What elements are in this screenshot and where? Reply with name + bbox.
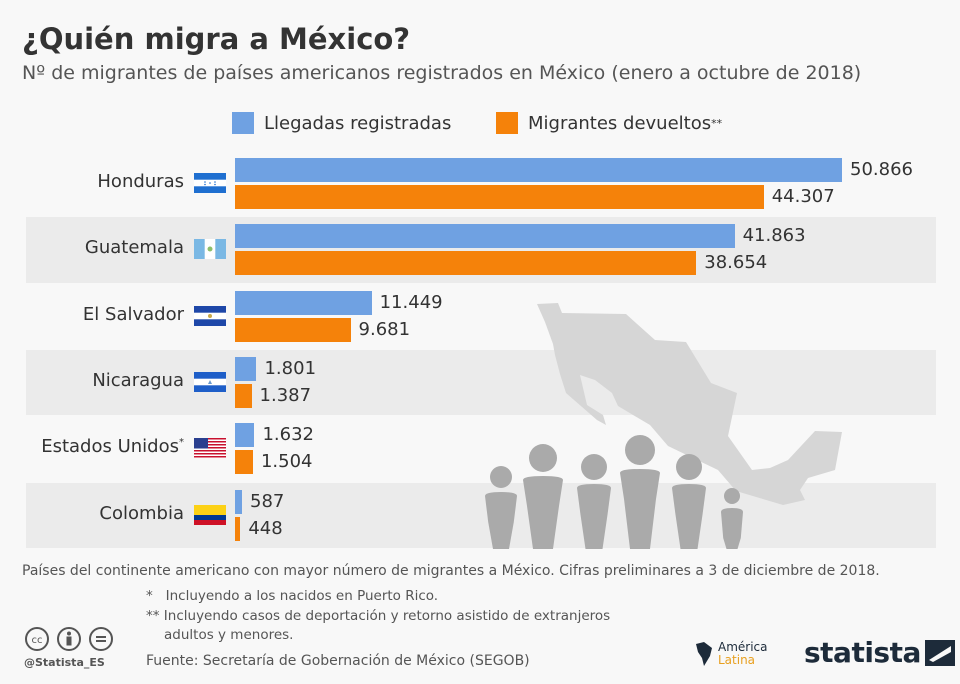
data-label: 1.504 — [260, 451, 313, 473]
category-name: Nicaragua — [92, 369, 184, 391]
footnote-2-cont: adultos y menores. — [164, 627, 294, 643]
category-label: Guatemala — [85, 237, 184, 258]
chart-title: ¿Quién migra a México? — [22, 22, 411, 56]
legend-mark: ** — [711, 116, 723, 130]
bar-devueltos — [235, 251, 697, 276]
cc-icon: cc — [25, 627, 49, 651]
bar-devueltos — [235, 516, 241, 541]
nicaragua-flag-icon — [194, 371, 226, 392]
south-america-icon — [696, 642, 712, 666]
people-silhouettes-icon — [485, 435, 743, 549]
category-name: Guatemala — [84, 237, 184, 259]
bar-llegadas — [235, 158, 842, 182]
legend-swatch-blue — [232, 112, 254, 134]
category-label: Nicaragua — [92, 370, 184, 391]
data-label: 41.863 — [742, 225, 806, 247]
bar-llegadas — [235, 423, 255, 448]
statista-logo[interactable]: statista — [804, 636, 955, 669]
bar-devueltos — [235, 185, 764, 209]
category-name: Colombia — [99, 502, 184, 524]
colombia-flag-icon — [194, 504, 226, 525]
el-salvador-flag-icon — [194, 305, 226, 326]
legend-item-llegadas: Llegadas registradas — [232, 112, 451, 134]
category-label: Colombia — [99, 503, 184, 524]
data-label: 1.801 — [264, 357, 317, 379]
source: Fuente: Secretaría de Gobernación de Méx… — [146, 653, 530, 669]
legend-label: Llegadas registradas — [264, 112, 452, 134]
footnote-mark: * — [146, 588, 153, 604]
bar-devueltos — [235, 383, 252, 408]
footnote-mark: ** — [146, 608, 160, 624]
data-label: 44.307 — [771, 186, 835, 207]
person-head — [529, 444, 557, 472]
person-body — [620, 469, 660, 549]
honduras-flag-icon — [194, 173, 226, 193]
legend-swatch-orange — [496, 112, 518, 134]
category-label: Honduras — [97, 171, 184, 192]
bar-devueltos — [235, 317, 351, 342]
bar-devueltos — [235, 450, 253, 475]
data-label: 587 — [250, 490, 285, 512]
data-label: 1.632 — [262, 424, 314, 446]
chart-subtitle: Nº de migrantes de países americanos reg… — [22, 62, 862, 84]
person-head — [724, 488, 740, 504]
footnote-1: * Incluyendo a los nacidos en Puerto Ric… — [146, 588, 438, 604]
person-body — [672, 484, 706, 549]
footnote-text: Incluyendo a los nacidos en Puerto Rico. — [165, 588, 439, 604]
logo-america: América — [718, 640, 768, 654]
guatemala-flag-icon — [194, 239, 226, 260]
data-label: 448 — [248, 517, 283, 539]
statista-mark-icon — [924, 639, 955, 666]
row-background — [26, 349, 936, 416]
person-head — [676, 454, 702, 480]
person-body — [485, 492, 517, 549]
svg-text:cc: cc — [32, 635, 43, 646]
bar-llegadas — [235, 489, 242, 514]
person-body — [721, 508, 743, 549]
legend-label: Migrantes devueltos — [528, 112, 712, 134]
person-body — [577, 484, 611, 549]
data-label: 9.681 — [358, 318, 411, 340]
no-derivatives-icon — [89, 627, 113, 651]
bar-llegadas — [235, 356, 257, 381]
category-label: El Salvador — [83, 304, 184, 325]
bar-llegadas — [235, 224, 735, 249]
bar-llegadas — [235, 290, 372, 315]
attribution-icon — [57, 627, 81, 651]
legend-item-devueltos: Migrantes devueltos ** — [496, 112, 722, 134]
category-label: Estados Unidos* — [41, 436, 184, 457]
data-label: 1.387 — [259, 384, 312, 406]
person-head — [490, 466, 512, 488]
logo-latina: Latina — [718, 653, 756, 667]
america-latina-logo: América Latina — [694, 640, 768, 668]
person-body — [523, 476, 563, 549]
data-label: 38.654 — [704, 252, 768, 274]
category-mark: * — [179, 437, 184, 449]
category-name: El Salvador — [82, 303, 184, 325]
category-name: Estados Unidos — [41, 436, 179, 458]
footnote-text: Incluyendo casos de deportación y retorn… — [163, 608, 611, 624]
statista-wordmark: statista — [804, 636, 921, 669]
cc-license-icons[interactable]: cc — [24, 626, 114, 652]
data-label: 50.866 — [850, 159, 913, 180]
usa-flag-icon — [194, 438, 226, 459]
footnote-2: ** Incluyendo casos de deportación y ret… — [146, 608, 610, 624]
twitter-handle[interactable]: @Statista_ES — [24, 656, 105, 669]
mexico-map-icon — [537, 303, 842, 505]
footer-description: Países del continente americano con mayo… — [22, 563, 880, 579]
person-head — [625, 435, 655, 465]
person-head — [581, 454, 607, 480]
data-label: 11.449 — [379, 291, 443, 313]
category-name: Honduras — [97, 171, 184, 192]
